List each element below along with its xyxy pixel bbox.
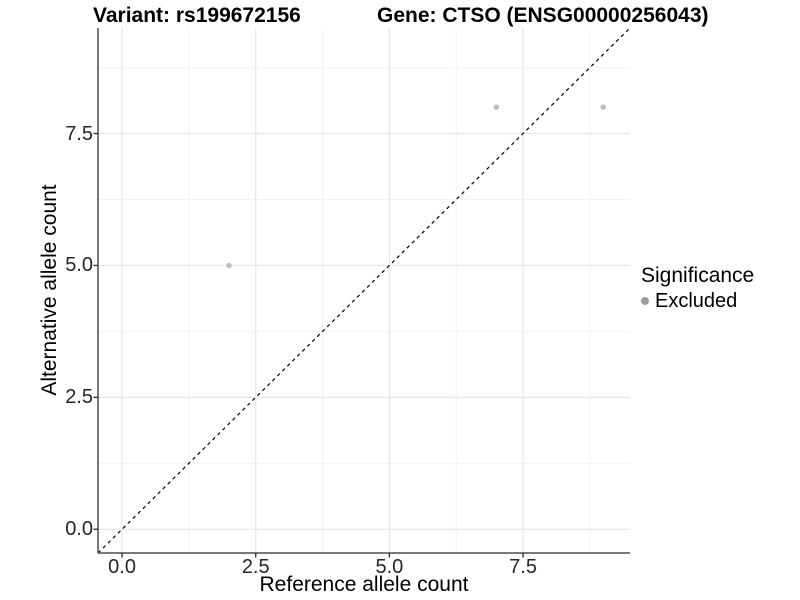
legend-point-icon [641,297,649,305]
data-point [600,104,606,110]
y-tick-label: 0.0 [65,518,93,541]
legend-item-label: Excluded [655,289,738,312]
x-axis-title: Reference allele count [259,573,469,596]
legend-item-excluded: Excluded [641,289,754,313]
data-point [226,262,232,269]
x-tick-label: 0.0 [108,556,136,578]
x-tick-label: 5.0 [375,556,404,578]
identity-line [97,27,631,554]
data-point [493,104,500,110]
y-tick-label: 5.0 [65,254,93,277]
legend-title: Significance [641,264,755,287]
plot-title-variant: Variant: rs199672156 [93,4,301,27]
x-tick-label: 2.5 [241,556,270,578]
y-axis-title: Alternative allele count [38,184,61,396]
y-tick-label: 2.5 [65,386,93,409]
x-tick-label: 7.5 [509,556,537,578]
plot-title-gene: Gene: CTSO (ENSG00000256043) [377,4,709,27]
y-tick-label: 7.5 [65,122,93,145]
legend: Significance Excluded [641,263,754,313]
